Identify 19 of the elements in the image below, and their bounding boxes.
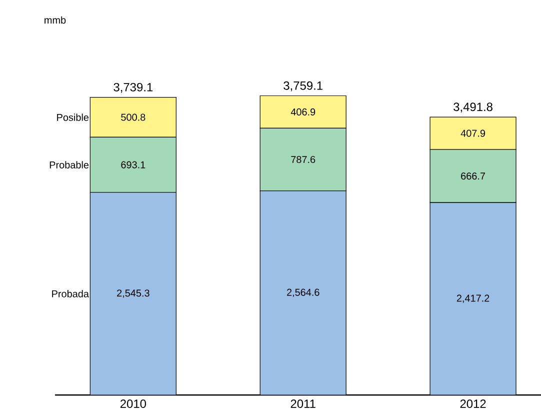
x-tick-label: 2011 <box>290 400 316 408</box>
total-label: 3,739.1 <box>114 82 153 93</box>
x-tick-label: 2012 <box>460 400 486 408</box>
data-label: 407.9 <box>460 130 486 137</box>
x-tick-label: 2010 <box>120 400 146 408</box>
data-label: 2,545.3 <box>117 290 150 298</box>
data-label: 406.9 <box>290 108 316 116</box>
data-label: 666.7 <box>461 172 485 180</box>
series-label: Posible <box>57 114 89 121</box>
data-label: 693.1 <box>121 161 146 168</box>
total-label: 3,759.1 <box>284 81 322 92</box>
data-label: 2,417.2 <box>456 294 490 303</box>
text: mmb <box>44 16 66 24</box>
data-label: 787.6 <box>291 156 316 164</box>
series-label: Probable <box>50 161 89 168</box>
series-label: Probada <box>52 290 89 298</box>
data-label: 2,564.6 <box>286 288 320 298</box>
total-label: 3,491.8 <box>454 102 492 113</box>
data-label: 500.8 <box>121 114 146 121</box>
